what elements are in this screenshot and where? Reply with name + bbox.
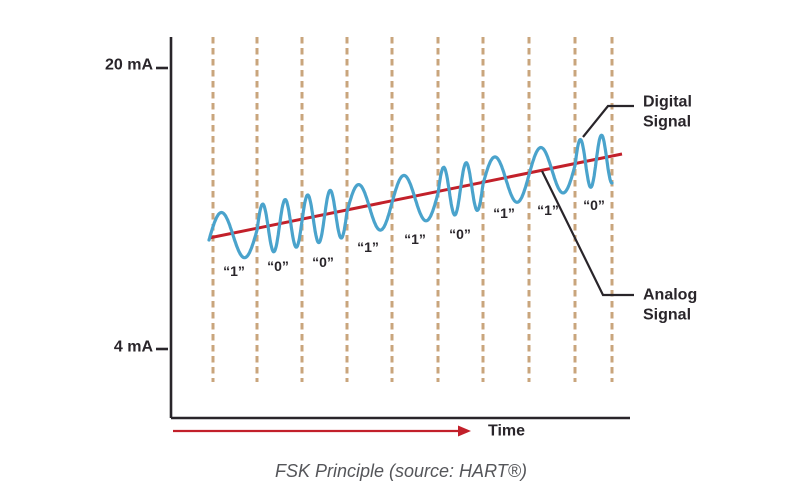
y-axis-label-20ma: 20 mA — [105, 57, 153, 74]
analog-signal-label-line2: Signal — [643, 307, 691, 324]
digital-signal-pointer-line — [582, 104, 634, 138]
bit-label: “1” — [537, 202, 559, 218]
bit-label: “1” — [357, 239, 379, 255]
figure-caption: FSK Principle (source: HART®) — [275, 461, 527, 481]
bit-label: “1” — [493, 205, 515, 221]
time-arrow-head-icon — [458, 425, 471, 437]
bit-label: “0” — [312, 254, 334, 270]
digital-signal-label-line1: Digital — [643, 94, 692, 111]
analog-signal-pointer-line — [541, 170, 634, 297]
analog-signal-label-line1: Analog — [643, 287, 697, 304]
time-axis-label: Time — [488, 423, 525, 440]
digital-fsk-wave — [207, 133, 614, 260]
bit-label: “0” — [449, 226, 471, 242]
bit-labels: “1” “0” “0” “1” “1” “0” “1” “1” “0” — [223, 197, 605, 279]
bit-label: “0” — [583, 197, 605, 213]
bit-boundary-grid — [211, 37, 614, 382]
bit-label: “1” — [404, 231, 426, 247]
y-axis-label-4ma: 4 mA — [114, 339, 154, 356]
bit-label: “1” — [223, 263, 245, 279]
digital-signal-label-line2: Signal — [643, 114, 691, 131]
bit-label: “0” — [267, 258, 289, 274]
